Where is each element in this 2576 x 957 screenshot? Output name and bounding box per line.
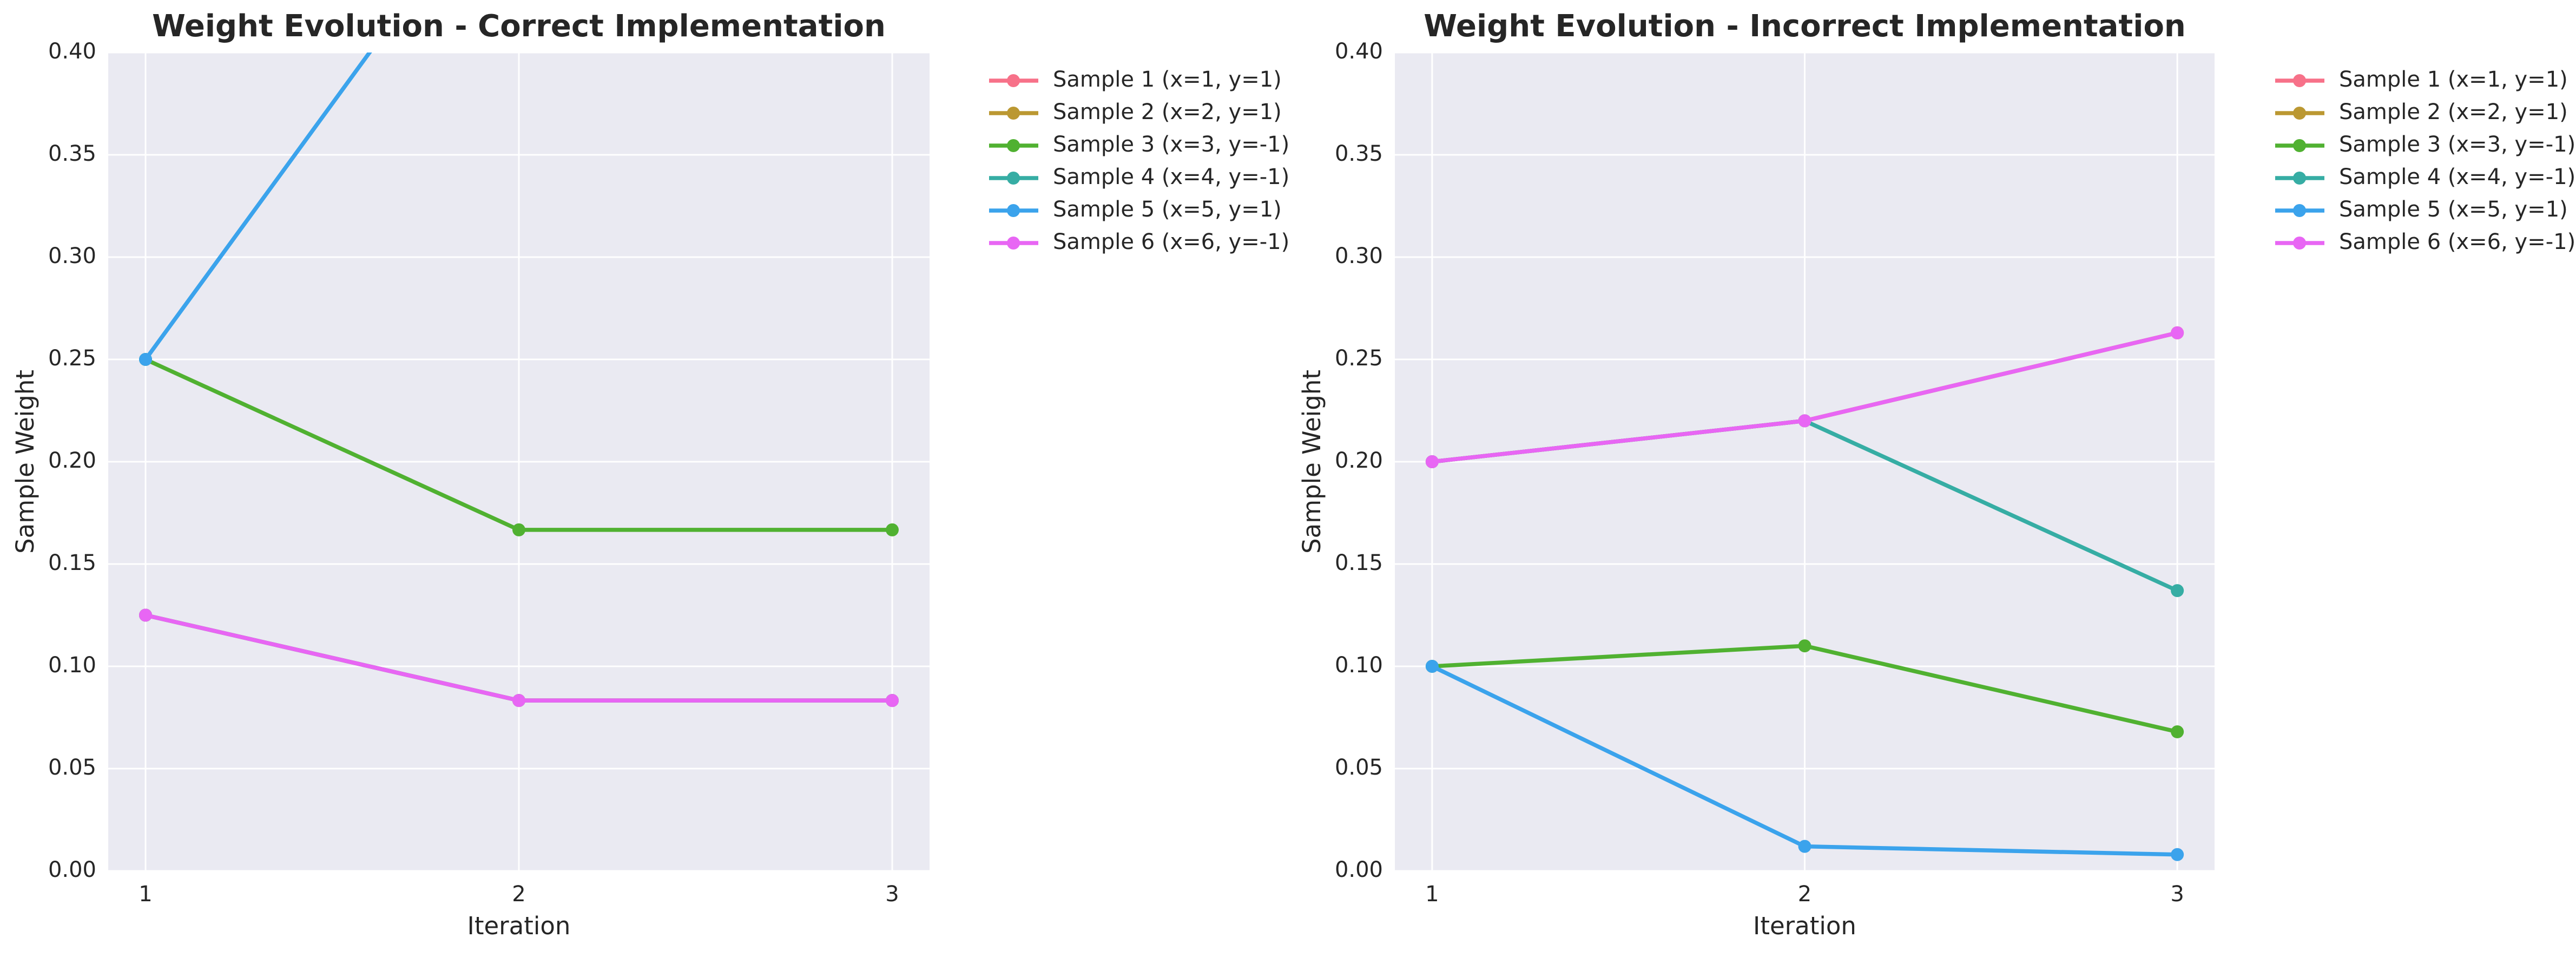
- point: [139, 608, 152, 622]
- legend-label: Sample 1 (x=1, y=1): [1053, 67, 1282, 92]
- point: [1798, 840, 1811, 853]
- point: [139, 353, 152, 366]
- point: [1798, 639, 1811, 653]
- y-tick-label: 0.20: [48, 448, 96, 473]
- x-axis-label: Iteration: [467, 912, 571, 940]
- legend-label: Sample 2 (x=2, y=1): [2339, 100, 2568, 124]
- y-tick-label: 0.35: [48, 141, 96, 166]
- legend-label: Sample 3 (x=3, y=-1): [2339, 132, 2575, 157]
- y-axis-label: Sample Weight: [11, 370, 39, 554]
- chart-title: Weight Evolution - Correct Implementatio…: [152, 9, 886, 44]
- point: [886, 694, 899, 707]
- chart: 0.00 0.05 0.10 0.15 0.20 0.25 0.30 0.35 0.40 1 2 3 W…: [1297, 9, 2575, 940]
- point: [2171, 584, 2184, 598]
- legend-label: Sample 6 (x=6, y=-1): [2339, 230, 2575, 254]
- x-axis-label: Iteration: [1753, 912, 1856, 940]
- legend-label: Sample 4 (x=4, y=-1): [2339, 165, 2575, 189]
- point: [1425, 455, 1439, 468]
- legend-marker: [1007, 237, 1020, 250]
- legend-label: Sample 5 (x=5, y=1): [2339, 197, 2568, 222]
- y-tick-label: 0.05: [1335, 755, 1383, 780]
- legend-marker: [2293, 237, 2306, 250]
- legend-marker: [2293, 107, 2306, 120]
- legend-label: Sample 6 (x=6, y=-1): [1053, 230, 1289, 254]
- legend-marker: [2293, 139, 2306, 152]
- y-tick-label: 0.00: [1335, 857, 1383, 882]
- legend-marker: [1007, 107, 1020, 120]
- legend-marker: [1007, 172, 1020, 185]
- point: [1798, 414, 1811, 428]
- x-tick-label: 2: [1798, 882, 1811, 907]
- y-tick-label: 0.20: [1335, 448, 1383, 473]
- y-tick-label: 0.25: [1335, 346, 1383, 371]
- legend-marker: [1007, 74, 1020, 87]
- series-layer: [1425, 326, 2184, 861]
- point: [2171, 326, 2184, 339]
- y-axis-label: Sample Weight: [1297, 370, 1326, 554]
- chart-title: Weight Evolution - Incorrect Implementat…: [1424, 9, 2186, 44]
- point: [886, 523, 899, 536]
- y-tick-label: 0.35: [1335, 141, 1383, 166]
- legend-label: Sample 1 (x=1, y=1): [2339, 67, 2568, 92]
- legend-label: Sample 2 (x=2, y=1): [1053, 100, 1282, 124]
- legend-label: Sample 5 (x=5, y=1): [1053, 197, 1282, 222]
- y-tick-label: 0.10: [1335, 653, 1383, 678]
- series-layer: [139, 53, 899, 707]
- legend-marker: [2293, 204, 2306, 217]
- x-tick-label: 1: [139, 882, 152, 907]
- legend-marker: [2293, 172, 2306, 185]
- legend-label: Sample 4 (x=4, y=-1): [1053, 165, 1289, 189]
- y-tick-label: 0.25: [48, 346, 96, 371]
- x-tick-label: 3: [885, 882, 899, 907]
- point: [2171, 848, 2184, 861]
- x-tick-label: 3: [2170, 882, 2184, 907]
- y-tick-label: 0.15: [1335, 550, 1383, 575]
- legend-label: Sample 3 (x=3, y=-1): [1053, 132, 1289, 157]
- y-tick-label: 0.10: [48, 653, 96, 678]
- legend-marker: [1007, 204, 1020, 217]
- point: [1425, 660, 1439, 673]
- x-tick-label: 2: [512, 882, 525, 907]
- series-line: [143, 53, 372, 361]
- y-tick-label: 0.40: [1335, 39, 1383, 64]
- chart: 0.00 0.05 0.10 0.15 0.20 0.25 0.30 0.35 0.40 1 2 3 W…: [11, 9, 1289, 940]
- y-tick-label: 0.05: [48, 755, 96, 780]
- point: [512, 694, 525, 707]
- y-tick-label: 0.30: [1335, 244, 1383, 268]
- point: [512, 523, 525, 536]
- y-tick-label: 0.40: [48, 39, 96, 64]
- y-tick-label: 0.15: [48, 550, 96, 575]
- legend-marker: [2293, 74, 2306, 87]
- y-tick-label: 0.30: [48, 244, 96, 268]
- y-tick-label: 0.00: [48, 857, 96, 882]
- legend-marker: [1007, 139, 1020, 152]
- x-tick-label: 1: [1425, 882, 1439, 907]
- point: [2171, 725, 2184, 738]
